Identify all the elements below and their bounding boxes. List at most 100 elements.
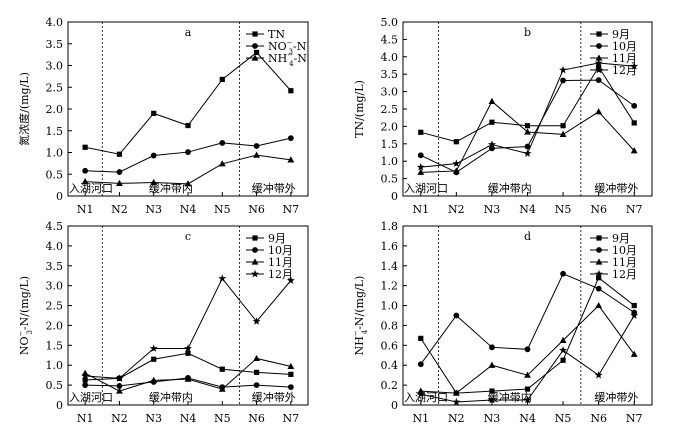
data-point: [453, 139, 459, 145]
data-point: [489, 145, 495, 152]
x-tick-label: N1: [412, 203, 429, 216]
x-tick-label: N7: [283, 412, 300, 425]
legend-label: 9月: [612, 28, 630, 41]
data-point: [151, 356, 157, 362]
data-point: [116, 179, 123, 186]
y-tick-label: 0.4: [381, 359, 399, 372]
data-point: [253, 382, 260, 389]
y-tick-label: 0: [56, 399, 63, 412]
region-label: 缓冲带外: [594, 390, 638, 404]
data-point: [253, 354, 260, 362]
data-point: [631, 120, 637, 126]
data-point: [416, 162, 425, 171]
data-point: [218, 274, 227, 282]
y-tick-label: 0: [391, 190, 398, 203]
data-point: [150, 178, 158, 186]
y-axis-label: NH−4-N/(mg/L): [352, 276, 369, 356]
y-tick-label: 1.5: [46, 125, 64, 138]
data-point: [560, 123, 566, 129]
region-label: 缓冲带内: [149, 390, 193, 404]
data-point: [559, 130, 567, 138]
data-point: [488, 361, 496, 368]
legend-label: 10月: [268, 244, 293, 257]
series-line: [420, 100, 635, 173]
data-point: [595, 108, 603, 115]
y-tick-label: 2.5: [46, 300, 64, 313]
data-point: [416, 389, 425, 398]
data-point: [595, 285, 602, 292]
y-tick-label: 3.5: [381, 68, 399, 81]
x-tick-label: N6: [590, 203, 607, 216]
data-point: [184, 180, 192, 187]
y-tick-label: 4.0: [46, 16, 64, 29]
legend-marker: [595, 269, 603, 278]
y-tick-label: 1.5: [381, 138, 399, 151]
legend-label: 12月: [612, 268, 637, 281]
y-tick-label: 5.0: [381, 16, 399, 29]
x-tick-label: N5: [555, 203, 572, 216]
series-line: [85, 277, 292, 379]
data-point: [631, 102, 638, 109]
data-point: [630, 62, 639, 70]
y-tick-label: 2.5: [46, 81, 64, 94]
legend-label: NO− 3-N: [268, 39, 307, 56]
legend-label: 12月: [268, 268, 293, 281]
x-tick-label: N3: [145, 203, 162, 216]
data-point: [149, 344, 158, 352]
data-point: [185, 149, 191, 155]
data-point: [524, 143, 531, 150]
legend-marker: [596, 31, 602, 37]
legend-label: 10月: [612, 244, 637, 257]
data-point: [452, 159, 461, 168]
data-point: [487, 140, 496, 148]
x-tick-label: N7: [283, 203, 300, 216]
data-point: [630, 350, 638, 357]
data-point: [417, 168, 425, 175]
y-tick-label: 0.8: [381, 319, 399, 332]
data-point: [116, 151, 123, 157]
panel-label: d: [524, 230, 531, 243]
x-tick-label: N2: [448, 203, 465, 216]
legend-label: 10月: [612, 40, 637, 53]
y-axis-label: 氮浓度/(mg/L): [17, 72, 31, 146]
y-tick-label: 0: [391, 399, 398, 412]
legend-marker: [595, 54, 603, 61]
data-point: [288, 88, 294, 94]
series-line: [85, 51, 292, 155]
data-point: [560, 270, 566, 277]
region-label: 入湖河口: [69, 182, 113, 195]
data-point: [418, 335, 424, 341]
x-tick-label: N1: [77, 203, 94, 216]
data-point: [452, 389, 460, 396]
y-tick-label: 3.5: [46, 38, 64, 51]
y-tick-label: 0: [56, 190, 63, 203]
data-point: [253, 369, 260, 375]
data-point: [596, 275, 602, 281]
data-point: [631, 302, 637, 309]
y-axis-label: TN/(mg/L): [353, 80, 366, 138]
data-point: [560, 77, 566, 84]
legend-marker: [252, 247, 258, 253]
legend-label: 12月: [612, 64, 637, 77]
data-point: [116, 387, 123, 394]
panel-label: b: [524, 26, 531, 39]
region-label: 缓冲带内: [488, 181, 532, 195]
region-label: 入湖河口: [404, 182, 448, 195]
legend-label: 11月: [612, 52, 637, 65]
data-point: [286, 276, 295, 284]
panel-label: c: [185, 230, 191, 243]
series-line: [85, 154, 291, 185]
y-tick-label: 1.0: [381, 155, 399, 168]
legend-marker: [595, 258, 603, 265]
x-tick-label: N5: [214, 203, 231, 216]
legend-label: 11月: [612, 256, 637, 269]
legend-marker: [595, 65, 603, 74]
region-label: 缓冲带外: [252, 181, 296, 195]
legend-marker: [252, 43, 258, 49]
panel-c: 0 0.5 1.0 1.5 2.0 2.5 3.0 3.5 4.0 4.5 N1 N2 N3 N4 N5 N6…: [17, 220, 309, 425]
legend-marker: [596, 247, 602, 253]
y-tick-label: 2.5: [381, 103, 399, 116]
y-tick-label: 0.5: [46, 379, 64, 392]
x-tick-label: N4: [519, 412, 536, 425]
